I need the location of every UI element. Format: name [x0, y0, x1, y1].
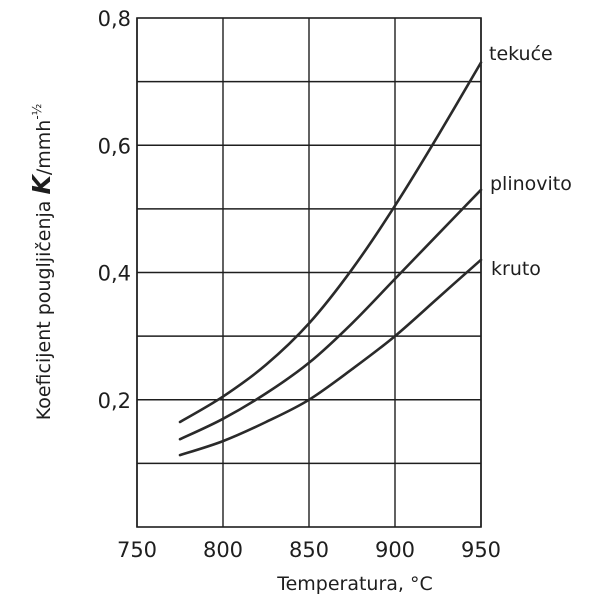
series-line-2 — [178, 258, 483, 457]
x-tick-labels: 750 800 850 900 950 — [117, 538, 501, 562]
x-tick-label: 750 — [117, 538, 157, 562]
x-axis-unit: °C — [410, 573, 433, 595]
y-tick-label: 0,2 — [98, 389, 131, 413]
x-tick-label: 950 — [461, 538, 501, 562]
y-tick-labels: 0,2 0,4 0,6 0,8 — [98, 7, 131, 413]
series-line-0 — [178, 61, 483, 424]
x-tick-label: 850 — [289, 538, 329, 562]
x-tick-label: 800 — [203, 538, 243, 562]
y-tick-label: 0,8 — [98, 7, 131, 31]
y-tick-label: 0,4 — [98, 262, 131, 286]
y-axis-title: Koeficijent pougljičenja K/mmh-½ — [27, 104, 56, 421]
y-axis-unit: /mmh — [33, 120, 55, 175]
series-labels: tekuće plinovito kruto — [489, 43, 572, 280]
plot-frame — [136, 17, 482, 528]
x-axis-title-text: Temperatura, — [276, 573, 410, 595]
y-axis-symbol: K — [27, 174, 56, 195]
series-lines — [178, 61, 483, 457]
grid — [136, 18, 482, 527]
series-line-1 — [178, 188, 483, 441]
series-label: tekuće — [489, 43, 553, 65]
x-tick-label: 900 — [375, 538, 415, 562]
y-tick-label: 0,6 — [98, 134, 131, 158]
series-label: plinovito — [490, 173, 572, 195]
x-axis-title: Temperatura, °C — [276, 573, 433, 595]
y-axis-title-text: Koeficijent pougljičenja — [33, 195, 55, 421]
y-axis-exponent: -½ — [30, 104, 44, 120]
series-label: kruto — [491, 258, 541, 280]
